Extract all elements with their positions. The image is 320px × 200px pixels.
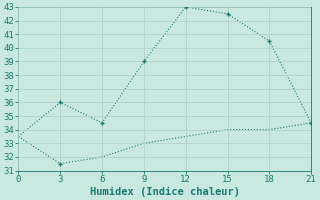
X-axis label: Humidex (Indice chaleur): Humidex (Indice chaleur) xyxy=(90,186,240,197)
